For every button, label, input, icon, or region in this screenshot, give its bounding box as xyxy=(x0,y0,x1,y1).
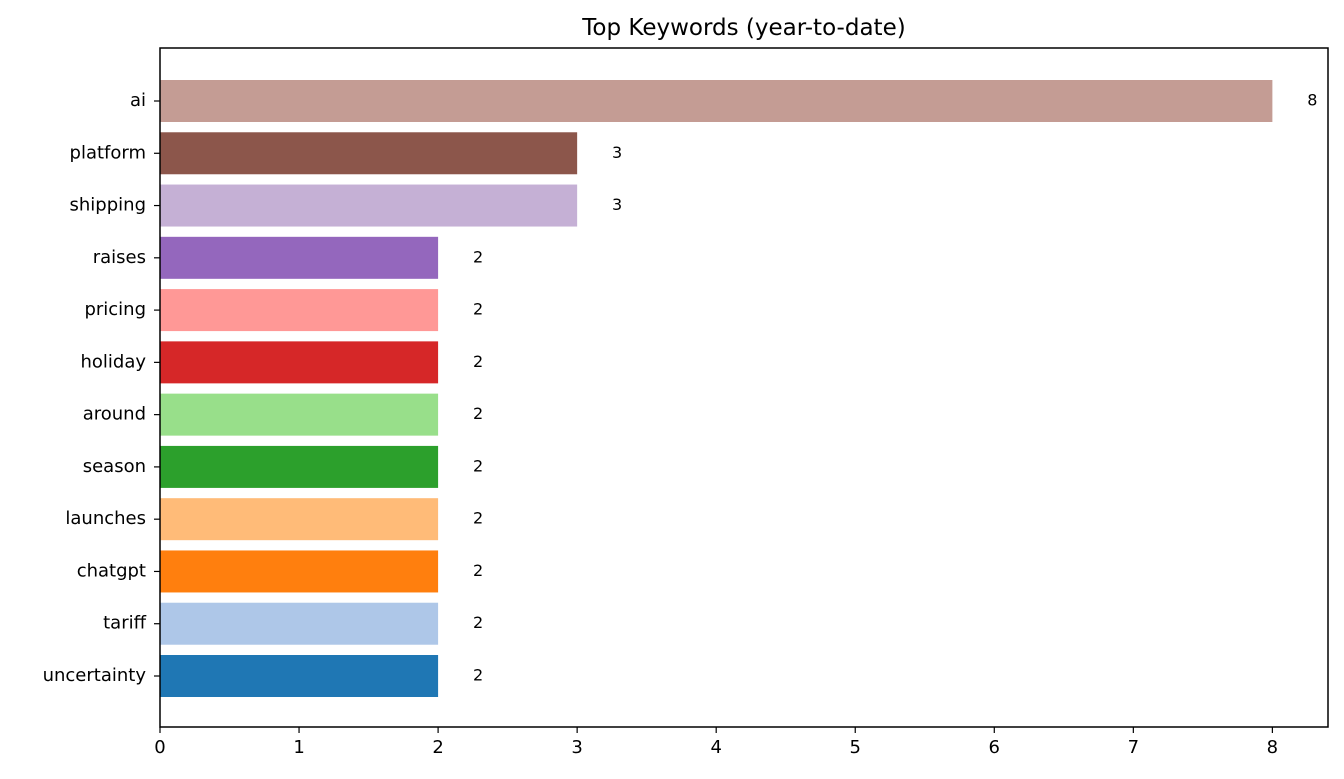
y-tick-label-raises: raises xyxy=(93,247,146,268)
bar-season xyxy=(160,445,439,488)
bar-around xyxy=(160,393,439,436)
y-tick-label-pricing: pricing xyxy=(84,299,146,320)
bar-holiday xyxy=(160,341,439,384)
y-axis: ai platform shipping raises pricing holiday ar… xyxy=(43,90,160,686)
value-labels-group: 8 3 3 2 2 2 2 2 2 2 2 2 xyxy=(473,91,1317,685)
bar-launches xyxy=(160,498,439,541)
bar-uncertainty xyxy=(160,655,439,697)
x-axis: 0 1 2 3 4 5 6 7 8 xyxy=(154,727,1278,758)
value-label-platform: 3 xyxy=(612,143,622,162)
y-tick-label-chatgpt: chatgpt xyxy=(77,560,146,581)
bar-pricing xyxy=(160,289,439,332)
x-tick-label-6: 6 xyxy=(989,737,1000,758)
y-tick-label-ai: ai xyxy=(130,90,146,111)
y-tick-label-launches: launches xyxy=(65,508,146,529)
x-tick-label-7: 7 xyxy=(1128,737,1139,758)
bar-platform xyxy=(160,132,578,175)
chart-title: Top Keywords (year-to-date) xyxy=(581,15,905,41)
bar-shipping xyxy=(160,184,578,227)
y-tick-label-tariff: tariff xyxy=(103,613,146,634)
value-label-tariff: 2 xyxy=(473,613,483,632)
x-tick-label-0: 0 xyxy=(154,737,165,758)
y-tick-label-uncertainty: uncertainty xyxy=(43,665,147,686)
bar-raises xyxy=(160,236,439,279)
value-label-raises: 2 xyxy=(473,247,483,266)
y-tick-label-holiday: holiday xyxy=(80,351,146,372)
value-label-shipping: 3 xyxy=(612,195,622,214)
value-label-season: 2 xyxy=(473,456,483,475)
y-tick-label-platform: platform xyxy=(70,142,146,163)
bars-group xyxy=(160,80,1273,697)
value-label-uncertainty: 2 xyxy=(473,666,483,685)
value-label-launches: 2 xyxy=(473,509,483,528)
bar-ai xyxy=(160,80,1273,122)
value-label-ai: 8 xyxy=(1307,91,1317,110)
x-tick-label-4: 4 xyxy=(710,737,721,758)
value-label-chatgpt: 2 xyxy=(473,561,483,580)
plot-frame xyxy=(159,47,1329,728)
bar-chatgpt xyxy=(160,550,439,593)
x-tick-label-1: 1 xyxy=(293,737,304,758)
y-tick-label-shipping: shipping xyxy=(70,195,146,216)
value-label-pricing: 2 xyxy=(473,300,483,319)
y-tick-label-season: season xyxy=(83,456,146,477)
x-tick-label-2: 2 xyxy=(432,737,443,758)
value-label-holiday: 2 xyxy=(473,352,483,371)
bar-tariff xyxy=(160,602,439,645)
x-tick-label-3: 3 xyxy=(571,737,582,758)
x-tick-label-5: 5 xyxy=(850,737,861,758)
value-label-around: 2 xyxy=(473,404,483,423)
y-tick-label-around: around xyxy=(83,404,146,425)
x-tick-label-8: 8 xyxy=(1267,737,1278,758)
